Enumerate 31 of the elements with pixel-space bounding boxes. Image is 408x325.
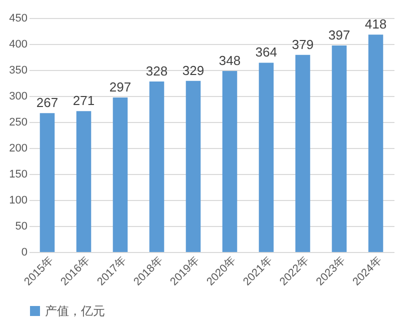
data-label: 271 <box>72 93 95 108</box>
bar <box>258 62 274 252</box>
y-tick-label: 150 <box>9 168 28 180</box>
y-tick-label: 0 <box>21 246 28 258</box>
data-label: 397 <box>328 28 350 43</box>
data-label: 348 <box>218 53 241 68</box>
y-tick-label: 300 <box>9 90 28 102</box>
bar <box>149 81 164 252</box>
bar <box>222 71 238 252</box>
bar <box>332 46 347 252</box>
data-label: 267 <box>36 95 58 110</box>
data-label: 329 <box>182 62 204 78</box>
data-label: 297 <box>109 80 132 95</box>
data-label: 328 <box>146 63 168 78</box>
bar <box>112 98 128 252</box>
y-tick-label: 200 <box>9 142 28 154</box>
bar <box>368 34 384 252</box>
data-label: 379 <box>292 36 314 52</box>
bar <box>186 80 201 252</box>
y-tick-label: 250 <box>9 116 28 128</box>
legend-label: 产值，亿元 <box>45 304 105 318</box>
y-tick-label: 400 <box>9 38 28 50</box>
bar <box>76 111 92 252</box>
data-label: 418 <box>364 16 387 32</box>
y-tick-label: 350 <box>9 64 28 76</box>
bar <box>40 113 55 252</box>
data-label: 364 <box>255 44 278 60</box>
y-tick-label: 100 <box>9 194 28 206</box>
y-tick-label: 50 <box>15 220 28 232</box>
bar <box>295 54 310 252</box>
y-tick-label: 450 <box>9 12 28 24</box>
